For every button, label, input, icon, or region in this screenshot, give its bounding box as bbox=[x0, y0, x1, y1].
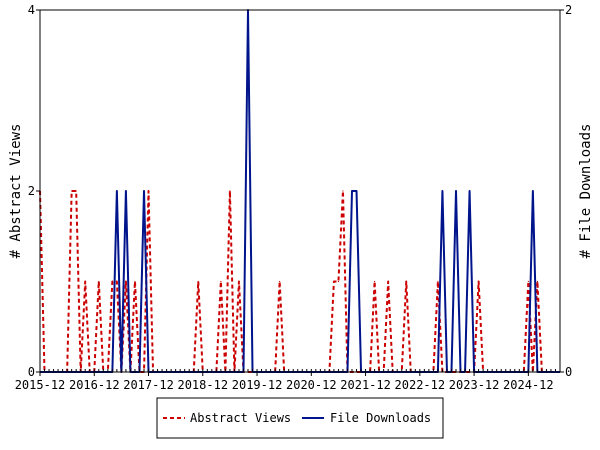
x-tick-label: 2017-12 bbox=[123, 378, 174, 392]
legend-label-file-downloads: File Downloads bbox=[330, 411, 431, 425]
data-point-file-downloads bbox=[351, 190, 353, 192]
data-point-file-downloads bbox=[455, 190, 457, 192]
data-point-file-downloads bbox=[355, 190, 358, 192]
data-point-abstract-views bbox=[333, 280, 335, 283]
y-left-tick-label: 0 bbox=[28, 365, 35, 379]
data-point-abstract-views bbox=[229, 190, 231, 192]
legend: Abstract Views File Downloads bbox=[156, 397, 444, 439]
data-point-abstract-views bbox=[75, 190, 77, 192]
y-left-tick-label: 4 bbox=[28, 3, 35, 17]
data-point-abstract-views bbox=[147, 190, 150, 192]
data-point-abstract-views bbox=[197, 280, 199, 283]
data-point-file-downloads bbox=[441, 190, 444, 192]
data-point-abstract-views bbox=[342, 190, 344, 192]
y-right-tick-label: 0 bbox=[565, 365, 572, 379]
legend-label-abstract-views: Abstract Views bbox=[190, 411, 291, 425]
x-tick-label: 2021-12 bbox=[340, 378, 391, 392]
data-point-abstract-views bbox=[478, 280, 480, 283]
data-point-abstract-views bbox=[220, 280, 222, 283]
x-tick-label: 2015-12 bbox=[15, 378, 66, 392]
data-point-file-downloads bbox=[468, 190, 471, 192]
data-point-abstract-views bbox=[527, 280, 529, 283]
data-point-abstract-views bbox=[387, 280, 389, 283]
data-point-file-downloads bbox=[532, 190, 534, 192]
x-tick-label: 2022-12 bbox=[395, 378, 446, 392]
x-tick-label: 2018-12 bbox=[177, 378, 228, 392]
data-point-abstract-views bbox=[437, 280, 439, 283]
data-point-file-downloads bbox=[116, 190, 118, 192]
data-point-abstract-views bbox=[98, 280, 100, 283]
data-point-abstract-views bbox=[405, 280, 407, 283]
data-point-file-downloads bbox=[125, 190, 127, 192]
legend-box bbox=[156, 397, 444, 439]
data-point-abstract-views bbox=[279, 280, 281, 283]
data-point-abstract-views bbox=[111, 280, 113, 283]
y-right-axis-title: # File Downloads bbox=[578, 124, 594, 259]
y-left-tick-label: 2 bbox=[28, 184, 35, 198]
data-point-abstract-views bbox=[125, 280, 127, 283]
data-point-abstract-views bbox=[71, 190, 73, 192]
data-point-abstract-views bbox=[134, 280, 136, 283]
data-point-abstract-views bbox=[536, 280, 538, 283]
y-left-axis-title: # Abstract Views bbox=[8, 124, 24, 259]
data-point-abstract-views bbox=[337, 280, 340, 283]
data-point-file-downloads bbox=[143, 190, 145, 192]
x-tick-label: 2019-12 bbox=[232, 378, 283, 392]
x-tick-label: 2016-12 bbox=[69, 378, 120, 392]
axis-layer: 2015-12 2016-12 2017-12 2018-12 2019-12 2020-… bbox=[15, 3, 573, 392]
data-point-abstract-views bbox=[116, 280, 118, 283]
x-tick-label: 2020-12 bbox=[286, 378, 337, 392]
data-point-abstract-views bbox=[238, 280, 240, 283]
data-point-abstract-views bbox=[374, 280, 376, 283]
x-tick-label: 2024-12 bbox=[503, 378, 554, 392]
y-right-tick-label: 2 bbox=[565, 3, 572, 17]
x-tick-label: 2023-12 bbox=[449, 378, 500, 392]
data-point-abstract-views bbox=[84, 280, 86, 283]
